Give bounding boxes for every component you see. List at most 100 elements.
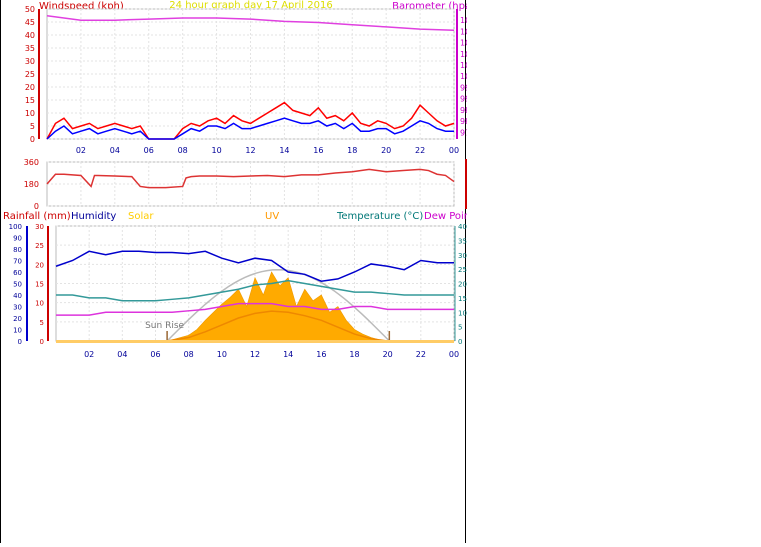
legend-item: Temperature (°C) <box>336 211 423 222</box>
barometer-tick-label: 985 <box>460 106 467 115</box>
windspeed-tick-label: 0 <box>30 135 35 144</box>
x-tick-label: 04 <box>110 146 120 155</box>
x-tick-label: 12 <box>250 350 260 359</box>
solar-max-curve <box>166 268 390 342</box>
x-tick-label: 18 <box>347 146 357 155</box>
x-tick-label: 14 <box>283 350 293 359</box>
windspeed-tick-label: 15 <box>25 96 35 105</box>
temperature-tick-label: 5 <box>458 324 462 332</box>
x-tick-label: 08 <box>184 350 194 359</box>
barometer-tick-label: 980 <box>460 117 467 126</box>
humidity-tick-label: 10 <box>13 327 22 335</box>
barometer-axis-title: Barometer (hpa) <box>392 1 467 12</box>
humidity-tick-label: 40 <box>13 292 22 300</box>
x-tick-label: 14 <box>279 146 289 155</box>
rain-tick-label: 5 <box>40 319 44 327</box>
windspeed-tick-label: 25 <box>25 70 35 79</box>
legend-item: Rainfall (mm) <box>3 211 71 222</box>
humidity-tick-label: 70 <box>13 258 22 266</box>
series-windspeed <box>46 101 455 140</box>
rain-tick-label: 20 <box>35 261 44 269</box>
series-uv <box>166 310 388 342</box>
weather-chart: Windspeed (kph) 24 hour graph day 17 Apr… <box>3 0 497 359</box>
barometer-tick-label: 995 <box>460 83 467 92</box>
humidity-tick-label: 0 <box>18 338 22 346</box>
graph-frame: Windspeed (kph) 24 hour graph day 17 Apr… <box>0 0 497 543</box>
x-tick-label: 02 <box>76 146 86 155</box>
x-tick-label: 16 <box>316 350 326 359</box>
direction-tick-label: 0 <box>34 202 39 211</box>
x-tick-label: 20 <box>381 146 391 155</box>
temperature-tick-label: 35 <box>458 237 467 245</box>
rain-tick-label: 10 <box>35 300 44 308</box>
windspeed-tick-label: 40 <box>25 31 35 40</box>
temperature-tick-label: 10 <box>458 309 467 317</box>
humidity-tick-label: 90 <box>13 235 22 243</box>
x-tick-label: 12 <box>245 146 255 155</box>
series-direction <box>46 168 455 189</box>
legend-item: Solar <box>128 211 154 222</box>
x-tick-label: 22 <box>416 350 426 359</box>
legend-item: UV <box>265 211 279 222</box>
x-tick-label: 08 <box>178 146 188 155</box>
rain-tick-label: 30 <box>35 223 44 231</box>
temperature-tick-label: 0 <box>458 338 462 346</box>
x-tick-label: 00 <box>449 146 459 155</box>
humidity-tick-label: 100 <box>9 223 22 231</box>
temperature-tick-label: 20 <box>458 281 467 289</box>
windspeed-tick-label: 45 <box>25 18 35 27</box>
windspeed-tick-label: 50 <box>25 5 35 14</box>
x-tick-label: 06 <box>150 350 160 359</box>
x-tick-label: 00 <box>449 350 459 359</box>
x-tick-label: 10 <box>217 350 227 359</box>
legend-item: Humidity <box>71 211 116 222</box>
direction-tick-label: 180 <box>24 180 39 189</box>
humidity-tick-label: 60 <box>13 269 22 277</box>
wind-direction-panel: 0180360NWSEN <box>24 158 480 213</box>
multi-sensor-panel: Rainfall (mm) Humidity Solar UV Temperature … <box>3 211 497 359</box>
series-barometer <box>46 14 455 32</box>
temperature-tick-label: 15 <box>458 295 467 303</box>
series-dew-point <box>56 302 454 316</box>
windspeed-tick-label: 5 <box>30 122 35 131</box>
rain-tick-label: 25 <box>35 242 44 250</box>
windspeed-tick-label: 10 <box>25 109 35 118</box>
x-tick-label: 16 <box>313 146 323 155</box>
wind-barometer-panel: 0510152025303540455097598098599099510001… <box>25 5 481 155</box>
x-tick-label: 10 <box>211 146 221 155</box>
barometer-tick-label: 990 <box>460 95 467 104</box>
barometer-tick-label: 975 <box>460 128 467 137</box>
rain-tick-label: 15 <box>35 281 44 289</box>
x-tick-label: 22 <box>415 146 425 155</box>
barometer-tick-label: 1005 <box>460 61 467 70</box>
direction-tick-label: 360 <box>24 158 39 167</box>
humidity-tick-label: 30 <box>13 304 22 312</box>
sunrise-annotation: Sun Rise <box>145 321 184 331</box>
series-temperature <box>56 279 454 302</box>
temperature-tick-label: 30 <box>458 252 467 260</box>
windspeed-tick-label: 20 <box>25 83 35 92</box>
x-tick-label: 20 <box>383 350 393 359</box>
windspeed-tick-label: 35 <box>25 44 35 53</box>
base-strip <box>56 340 454 343</box>
x-tick-label: 18 <box>349 350 359 359</box>
humidity-tick-label: 80 <box>13 246 22 254</box>
temperature-tick-label: 25 <box>458 266 467 274</box>
series-humidity <box>55 250 454 282</box>
humidity-tick-label: 50 <box>13 281 22 289</box>
windspeed-axis-title: Windspeed (kph) <box>39 1 124 12</box>
x-tick-label: 02 <box>84 350 94 359</box>
barometer-tick-label: 1010 <box>460 50 467 59</box>
chart-title: 24 hour graph day 17 April 2016 <box>169 0 332 11</box>
x-tick-label: 06 <box>144 146 154 155</box>
legend-item: Dew Point (°C) <box>424 211 467 222</box>
x-tick-label: 04 <box>117 350 127 359</box>
windspeed-tick-label: 30 <box>25 57 35 66</box>
series-gust <box>46 117 454 140</box>
humidity-tick-label: 20 <box>13 315 22 323</box>
barometer-tick-label: 1025 <box>460 16 467 25</box>
rain-tick-label: 0 <box>40 338 44 346</box>
